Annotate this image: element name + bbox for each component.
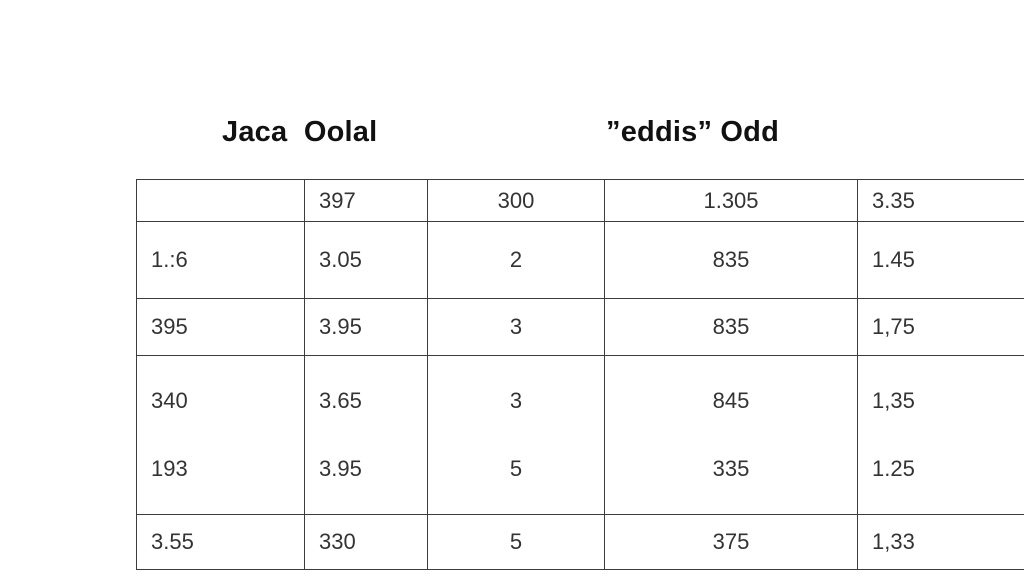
table-row: 1.:6 3.05 2 835 1.45 (136, 221, 1024, 299)
table-cell-r2c1: 3.95 (304, 298, 428, 356)
table-row: 3.55 330 5 375 1,33 (136, 514, 1024, 570)
table-row: 395 3.95 3 835 1,75 (136, 298, 1024, 356)
cell-line-2: 193 (151, 456, 188, 481)
table-cell-r4c0: 3.55 (136, 514, 305, 570)
data-table: 397 300 1.305 3.35 1.:6 3.05 2 835 1.45 … (136, 179, 1024, 570)
table-cell-r4c3: 375 (604, 514, 858, 570)
table-cell-r0c0 (136, 179, 305, 222)
table-cell-r3c2: 3 5 (427, 355, 605, 515)
cell-line-2: 3.95 (319, 456, 362, 481)
table-cell-r3c3: 845 335 (604, 355, 858, 515)
table-cell-r0c2: 300 (427, 179, 605, 222)
table-row: 397 300 1.305 3.35 (136, 179, 1024, 222)
table-cell-r0c1: 397 (304, 179, 428, 222)
table-cell-r1c3: 835 (604, 221, 858, 299)
table-row: 340 193 3.65 3.95 3 5 845 335 (136, 355, 1024, 515)
headings-block: Jaca Oolal ”eddis” Odd (136, 112, 894, 160)
cell-line-1: 845 (712, 388, 750, 413)
table-cell-r4c4: 1,33 (857, 514, 1024, 570)
table-cell-r2c4: 1,75 (857, 298, 1024, 356)
table-cell-r2c2: 3 (427, 298, 605, 356)
table-cell-r4c2: 5 (427, 514, 605, 570)
cell-line-1: 3 (509, 388, 523, 413)
cell-line-1: 340 (151, 388, 188, 413)
table-cell-r1c4: 1.45 (857, 221, 1024, 299)
table-cell-r3c4: 1,35 1.25 (857, 355, 1024, 515)
cell-line-1: 1,35 (872, 388, 915, 413)
table-cell-r1c2: 2 (427, 221, 605, 299)
heading-right: ”eddis” Odd (606, 116, 779, 148)
cell-line-2: 5 (509, 456, 523, 481)
table-cell-r0c4: 3.35 (857, 179, 1024, 222)
table-cell-r1c0: 1.:6 (136, 221, 305, 299)
table-cell-r2c0: 395 (136, 298, 305, 356)
cell-line-2: 335 (712, 456, 750, 481)
table-cell-r4c1: 330 (304, 514, 428, 570)
table-cell-r1c1: 3.05 (304, 221, 428, 299)
data-table-wrapper: 397 300 1.305 3.35 1.:6 3.05 2 835 1.45 … (136, 179, 1024, 570)
table-cell-r0c3: 1.305 (604, 179, 858, 222)
cell-line-1: 3.65 (319, 388, 362, 413)
table-cell-r2c3: 835 (604, 298, 858, 356)
cell-line-2: 1.25 (872, 456, 915, 481)
heading-left: Jaca Oolal (222, 116, 378, 148)
table-cell-r3c1: 3.65 3.95 (304, 355, 428, 515)
table-cell-r3c0: 340 193 (136, 355, 305, 515)
